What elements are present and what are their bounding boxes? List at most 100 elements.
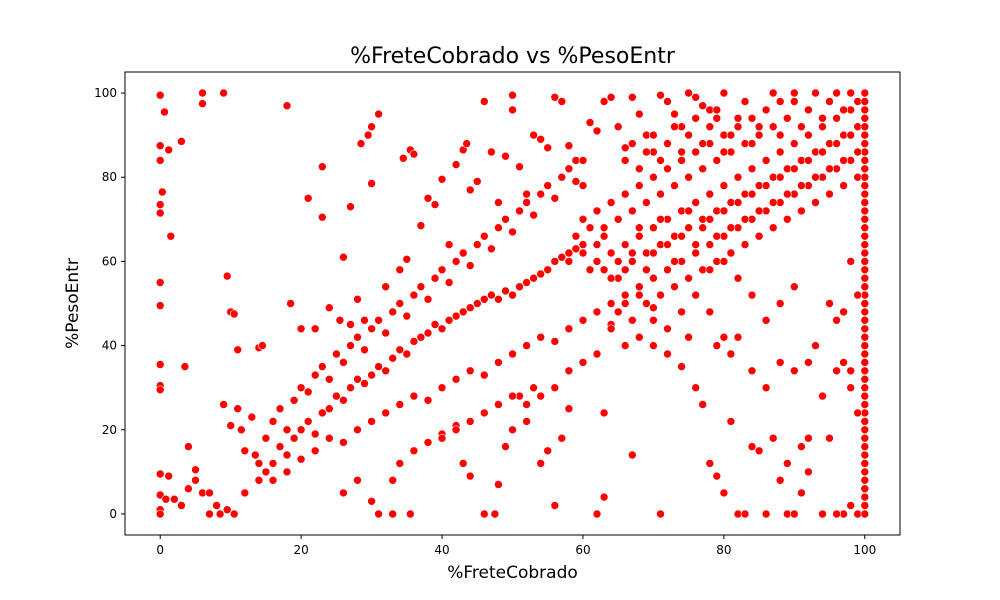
data-point xyxy=(775,358,785,367)
data-point xyxy=(536,459,546,468)
data-point xyxy=(599,231,609,241)
data-point xyxy=(494,400,503,409)
data-point xyxy=(515,206,524,216)
data-point xyxy=(649,248,658,258)
data-point xyxy=(768,433,778,443)
data-point xyxy=(529,130,538,140)
data-point xyxy=(599,97,609,106)
data-point xyxy=(860,105,870,115)
data-point xyxy=(395,459,405,468)
data-point xyxy=(663,139,672,148)
data-point xyxy=(663,97,672,106)
data-point xyxy=(155,278,165,287)
data-point xyxy=(698,223,708,232)
data-point xyxy=(339,488,348,498)
data-point xyxy=(155,469,165,479)
data-point xyxy=(775,172,785,182)
data-point xyxy=(846,105,856,115)
data-point xyxy=(642,265,651,275)
data-point xyxy=(649,172,658,182)
data-point xyxy=(620,299,630,308)
data-point xyxy=(205,509,214,519)
data-point xyxy=(642,299,651,308)
data-point xyxy=(825,433,834,443)
data-point xyxy=(761,383,771,393)
data-point xyxy=(451,257,461,266)
data-point xyxy=(804,433,813,443)
data-point xyxy=(804,467,813,477)
data-point xyxy=(395,400,405,409)
data-point xyxy=(860,492,870,502)
data-point xyxy=(402,349,412,359)
data-point xyxy=(402,311,412,321)
data-point xyxy=(860,467,870,477)
data-point xyxy=(367,179,376,188)
data-point xyxy=(782,215,792,224)
data-point xyxy=(571,177,581,186)
data-point xyxy=(691,114,701,123)
data-point xyxy=(296,383,306,393)
data-point xyxy=(585,223,595,232)
data-point xyxy=(860,391,870,401)
data-point xyxy=(487,244,496,254)
data-point xyxy=(289,395,299,405)
data-point xyxy=(691,290,701,300)
x-tick-label: 0 xyxy=(156,543,164,557)
data-point xyxy=(860,425,870,435)
data-point xyxy=(670,181,679,190)
data-point xyxy=(303,387,313,397)
data-point xyxy=(754,446,764,456)
data-point xyxy=(578,181,588,190)
data-point xyxy=(339,395,348,405)
data-point xyxy=(649,341,658,350)
data-point xyxy=(564,366,574,376)
data-point xyxy=(346,202,355,211)
data-point xyxy=(395,299,405,308)
data-point xyxy=(317,212,327,222)
data-point xyxy=(205,488,214,498)
data-point xyxy=(789,139,799,148)
data-point xyxy=(860,450,870,460)
data-point xyxy=(684,206,693,216)
data-point xyxy=(860,240,870,249)
data-point xyxy=(656,90,665,100)
data-point xyxy=(237,425,246,435)
data-point xyxy=(726,349,736,359)
data-point xyxy=(501,442,510,451)
data-point xyxy=(472,240,482,249)
data-point xyxy=(747,290,757,300)
data-point xyxy=(733,122,743,131)
data-point xyxy=(684,172,693,182)
data-point xyxy=(740,509,750,519)
data-point xyxy=(705,265,715,275)
data-point xyxy=(719,231,729,241)
data-point xyxy=(649,273,658,283)
data-point xyxy=(832,139,841,148)
data-point xyxy=(606,273,616,283)
data-point xyxy=(282,425,292,435)
data-point xyxy=(627,248,637,258)
data-point xyxy=(353,294,362,304)
data-point xyxy=(451,160,461,169)
data-point xyxy=(804,358,813,367)
data-point xyxy=(839,181,848,190)
data-point xyxy=(677,156,686,165)
data-point xyxy=(494,198,503,207)
data-point xyxy=(677,147,686,157)
data-point xyxy=(490,509,500,519)
data-point xyxy=(240,488,250,498)
data-point xyxy=(462,139,472,148)
data-point xyxy=(515,282,524,292)
data-point xyxy=(775,475,785,485)
data-point xyxy=(346,320,355,329)
data-point xyxy=(550,194,560,203)
x-axis-title: %FreteCobrado xyxy=(447,563,578,583)
data-point xyxy=(564,248,574,258)
data-point xyxy=(275,404,285,414)
data-point xyxy=(508,290,517,300)
data-point xyxy=(367,122,376,131)
data-point xyxy=(606,93,616,102)
data-point xyxy=(853,408,863,418)
data-point xyxy=(719,206,729,216)
data-point xyxy=(768,122,778,131)
